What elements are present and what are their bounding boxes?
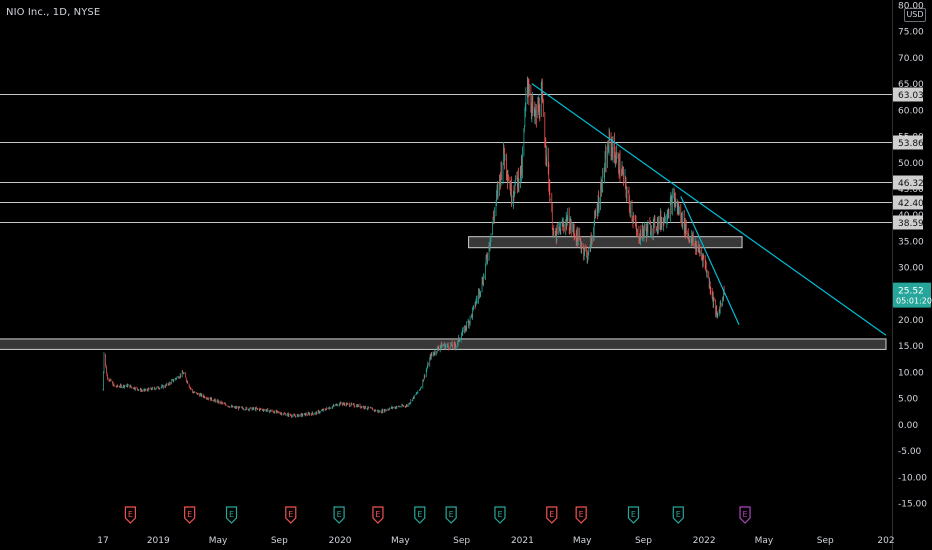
y-tick-label: -5.00	[898, 447, 922, 457]
earnings-marker[interactable]: E	[124, 506, 136, 524]
event-letter: E	[549, 510, 554, 519]
x-tick-label: May	[209, 536, 228, 546]
event-badge[interactable]	[672, 506, 684, 524]
x-tick-label: May	[755, 536, 774, 546]
y-tick-label: 0.00	[898, 421, 918, 431]
support-zone	[0, 338, 887, 350]
y-tick-label: -15.00	[898, 500, 927, 510]
event-letter: E	[676, 510, 681, 519]
earnings-marker[interactable]: E	[333, 506, 345, 524]
level-price-label: 63.03	[898, 91, 924, 101]
trendline	[531, 83, 887, 336]
y-tick-label: 75.00	[898, 28, 924, 38]
event-letter: E	[743, 510, 748, 519]
event-badge[interactable]	[445, 506, 457, 524]
currency-badge[interactable]: USD	[904, 8, 926, 22]
x-tick-label: May	[573, 536, 592, 546]
event-badge[interactable]	[575, 506, 587, 524]
event-letter: E	[229, 510, 234, 519]
level-price-tag	[893, 215, 923, 230]
event-letter: E	[449, 510, 454, 519]
level-price-tag	[893, 135, 923, 150]
level-price-label: 46.32	[898, 179, 924, 189]
earnings-marker[interactable]: E	[546, 506, 558, 524]
level-price-label: 53.86	[898, 139, 924, 149]
x-tick-label: Sep	[271, 536, 288, 546]
event-letter: E	[631, 510, 636, 519]
y-tick-label: 5.00	[898, 395, 918, 405]
price-countdown: 05:01:20	[896, 297, 932, 306]
event-badge[interactable]	[627, 506, 640, 524]
x-tick-label: 2021	[511, 536, 534, 546]
last-price-tag	[893, 282, 931, 308]
support-zone	[468, 236, 743, 249]
event-letter: E	[337, 510, 342, 519]
y-tick-label: 70.00	[898, 54, 924, 64]
event-letter: E	[288, 510, 293, 519]
x-tick-label: 2020	[329, 536, 352, 546]
chart-title: NIO Inc., 1D, NYSE	[6, 7, 101, 18]
y-tick-label: 30.00	[898, 264, 924, 274]
y-tick-label: 60.00	[898, 106, 924, 116]
trendline	[680, 196, 740, 326]
x-tick-label: 202	[877, 536, 894, 546]
x-tick-label: Sep	[453, 536, 470, 546]
event-letter: E	[187, 510, 192, 519]
level-price-label: 42.40	[898, 199, 924, 209]
earnings-marker[interactable]: E	[445, 506, 457, 524]
earnings-marker[interactable]: E	[494, 506, 506, 524]
earnings-marker[interactable]: E	[225, 506, 238, 524]
earnings-marker[interactable]: E	[575, 506, 587, 524]
y-tick-label: -10.00	[898, 473, 927, 483]
y-tick-label: 65.00	[898, 80, 924, 90]
event-badge[interactable]	[494, 506, 506, 524]
last-price-label: 25.52	[898, 287, 924, 297]
event-letter: E	[417, 510, 422, 519]
y-tick-label: 50.00	[898, 159, 924, 169]
x-tick-label: Sep	[635, 536, 652, 546]
earnings-marker[interactable]: E	[414, 506, 426, 524]
event-badge[interactable]	[414, 506, 426, 524]
event-letter: E	[497, 510, 502, 519]
event-letter: E	[579, 510, 584, 519]
y-tick-label: 80.00	[898, 2, 924, 12]
earnings-marker[interactable]: E	[184, 506, 196, 524]
level-price-tag	[893, 175, 923, 190]
event-badge[interactable]	[739, 506, 751, 524]
event-letter: E	[375, 510, 380, 519]
event-badge[interactable]	[546, 506, 558, 524]
event-badge[interactable]	[184, 506, 196, 524]
level-price-label: 38.59	[898, 219, 924, 229]
level-price-tag	[893, 195, 923, 210]
x-tick-label: Sep	[817, 536, 834, 546]
earnings-marker[interactable]: E	[285, 506, 297, 524]
event-badge[interactable]	[372, 506, 384, 524]
x-tick-label: 2022	[693, 536, 716, 546]
x-tick-label: May	[391, 536, 410, 546]
y-tick-label: 45.00	[898, 185, 924, 195]
earnings-marker[interactable]: E	[627, 506, 640, 524]
x-tick-label: 17	[97, 536, 108, 546]
event-badge[interactable]	[333, 506, 345, 524]
earnings-marker[interactable]: E	[739, 506, 751, 524]
level-price-tag	[893, 87, 923, 102]
y-tick-label: 15.00	[898, 342, 924, 352]
event-badge[interactable]	[285, 506, 297, 524]
event-badge[interactable]	[225, 506, 238, 524]
y-tick-label: 35.00	[898, 237, 924, 247]
event-badge[interactable]	[124, 506, 136, 524]
y-tick-label: 10.00	[898, 368, 924, 378]
earnings-marker[interactable]: E	[672, 506, 684, 524]
event-letter: E	[128, 510, 133, 519]
earnings-marker[interactable]: E	[372, 506, 384, 524]
x-tick-label: 2019	[147, 536, 170, 546]
y-tick-label: 20.00	[898, 316, 924, 326]
